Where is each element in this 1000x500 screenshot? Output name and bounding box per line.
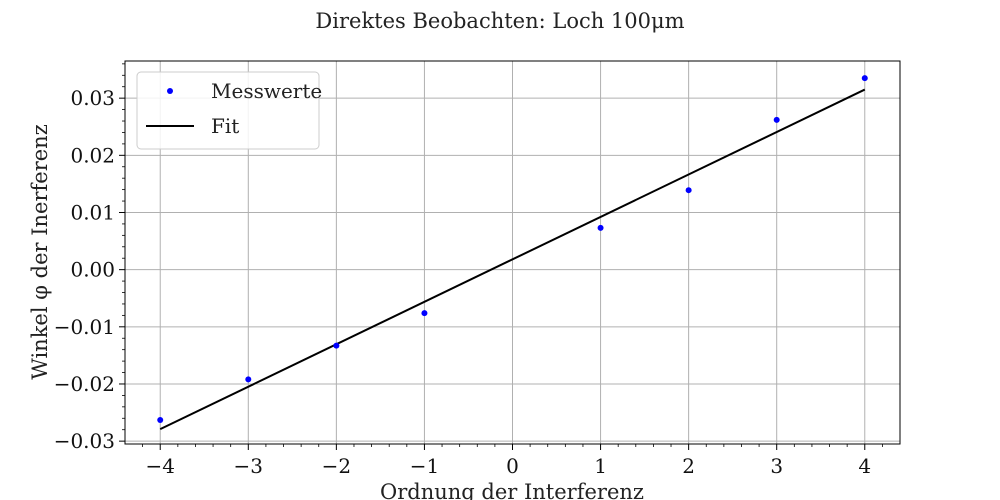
y-tick-label: 0.03	[70, 86, 115, 110]
data-point	[333, 342, 340, 349]
x-tick-label: 0	[506, 454, 519, 478]
y-tick-labels: −0.03 −0.02 −0.01 0.00 0.01 0.02 0.03	[54, 86, 115, 453]
data-point	[245, 376, 252, 383]
x-tick-labels: −4 −3 −2 −1 0 1 2 3 4	[145, 454, 871, 478]
data-point	[157, 416, 164, 423]
x-tick-label: 2	[682, 454, 695, 478]
x-tick-label: −4	[145, 454, 174, 478]
y-tick-label: −0.03	[54, 429, 115, 453]
x-tick-label: 4	[858, 454, 871, 478]
y-tick-label: −0.01	[54, 315, 115, 339]
data-point	[685, 187, 692, 194]
x-tick-label: −2	[322, 454, 351, 478]
fit-line	[159, 88, 866, 431]
y-axis-label: Winkel φ der Inerferenz	[28, 124, 52, 380]
axis-ticks	[119, 63, 883, 450]
legend: Messwerte Fit	[136, 71, 322, 150]
y-tick-label: 0.01	[70, 200, 115, 224]
series-layer	[157, 75, 868, 431]
y-tick-label: 0.02	[70, 143, 115, 167]
legend-label-fit: Fit	[211, 114, 239, 138]
chart-title: Direktes Beobachten: Loch 100μm	[315, 9, 684, 33]
x-tick-label: 3	[770, 454, 783, 478]
legend-label-messwerte: Messwerte	[211, 79, 322, 103]
y-tick-label: 0.00	[70, 258, 115, 282]
data-point	[861, 75, 868, 82]
y-tick-label: −0.02	[54, 372, 115, 396]
legend-box	[136, 71, 320, 150]
data-point	[421, 310, 428, 317]
legend-marker-messwerte	[167, 88, 173, 94]
data-point	[597, 224, 604, 231]
data-point	[773, 116, 780, 123]
x-axis-label: Ordnung der Interferenz	[380, 480, 644, 500]
x-tick-label: 1	[594, 454, 607, 478]
x-tick-label: −1	[410, 454, 439, 478]
x-tick-label: −3	[234, 454, 263, 478]
